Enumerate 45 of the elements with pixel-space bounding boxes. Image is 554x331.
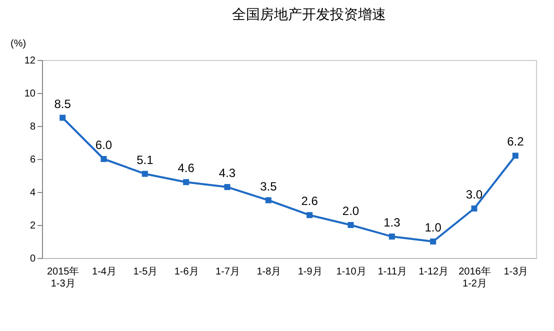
y-axis-title: (%) xyxy=(10,38,26,50)
x-tick-label: 1-10月 xyxy=(336,266,366,278)
point xyxy=(306,212,313,218)
text: 8.5 xyxy=(54,96,71,111)
text: 4.3 xyxy=(218,166,236,180)
x-tick-label: 1-7月 xyxy=(216,266,240,278)
text: 6.2 xyxy=(507,134,524,149)
x-tick-label: 1-3月 xyxy=(504,266,528,278)
point xyxy=(183,179,190,186)
point xyxy=(142,170,148,177)
text: 6.0 xyxy=(95,138,112,152)
x-tick-label: 1-12月 xyxy=(418,266,449,278)
text: 2.0 xyxy=(342,204,360,218)
point xyxy=(430,238,436,244)
text: 1.3 xyxy=(384,216,400,230)
y-tick-label: 4 xyxy=(30,188,36,198)
y-tick-label: 0 xyxy=(30,254,36,264)
x-tick-label: 1-5月 xyxy=(133,266,158,278)
y-tick-label: 8 xyxy=(30,122,36,132)
chart-title: 全国房地产开发投资增速 xyxy=(232,6,386,22)
text: 5.1 xyxy=(136,152,154,167)
point xyxy=(512,152,518,159)
x-tick-label: 2015年 1-3月 xyxy=(46,266,80,290)
text: 4.6 xyxy=(178,161,194,176)
y-tick-label: 10 xyxy=(24,88,36,100)
point xyxy=(265,197,272,204)
point xyxy=(100,156,107,162)
point xyxy=(471,206,478,212)
y-tick-label: 2 xyxy=(30,220,36,232)
x-tick-label: 1-8月 xyxy=(256,266,282,278)
text: 3.5 xyxy=(260,179,277,194)
text: 3.0 xyxy=(466,188,483,202)
point xyxy=(60,114,66,121)
point xyxy=(348,222,354,228)
point xyxy=(388,234,395,240)
x-tick-label: 2016年 1-2月 xyxy=(458,266,491,290)
text: 2.6 xyxy=(301,194,318,208)
point xyxy=(224,184,230,190)
x-tick-label: 1-6月 xyxy=(174,266,199,278)
x-tick-label: 1-11月 xyxy=(378,266,408,278)
x-tick-label: 1-4月 xyxy=(92,266,116,278)
y-tick-label: 12 xyxy=(24,56,36,66)
text: 1.0 xyxy=(424,220,442,234)
x-tick-label: 1-9月 xyxy=(298,266,322,278)
y-tick-label: 6 xyxy=(30,154,36,166)
